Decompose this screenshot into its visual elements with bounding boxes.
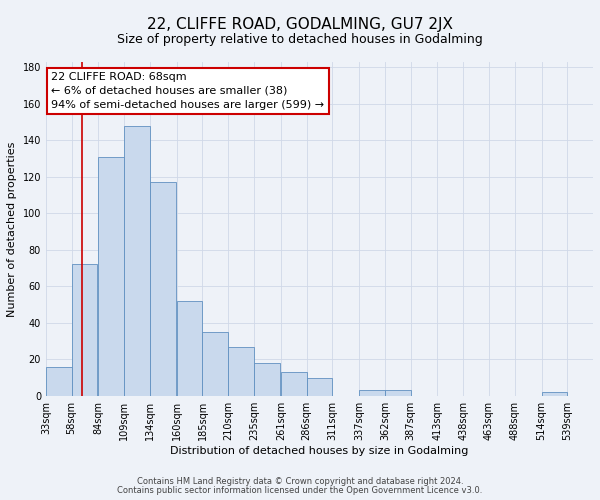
X-axis label: Distribution of detached houses by size in Godalming: Distribution of detached houses by size … [170, 446, 469, 456]
Bar [385, 390, 410, 396]
Bar [124, 126, 150, 396]
Bar [359, 390, 385, 396]
Bar [281, 372, 307, 396]
Bar [150, 182, 176, 396]
Bar [177, 301, 202, 396]
Text: Size of property relative to detached houses in Godalming: Size of property relative to detached ho… [117, 32, 483, 46]
Text: 22, CLIFFE ROAD, GODALMING, GU7 2JX: 22, CLIFFE ROAD, GODALMING, GU7 2JX [147, 18, 453, 32]
Bar [46, 366, 71, 396]
Text: Contains HM Land Registry data © Crown copyright and database right 2024.: Contains HM Land Registry data © Crown c… [137, 477, 463, 486]
Bar [71, 264, 97, 396]
Y-axis label: Number of detached properties: Number of detached properties [7, 141, 17, 316]
Bar [307, 378, 332, 396]
Bar [542, 392, 567, 396]
Text: Contains public sector information licensed under the Open Government Licence v3: Contains public sector information licen… [118, 486, 482, 495]
Bar [254, 363, 280, 396]
Bar [228, 346, 254, 396]
Bar [202, 332, 228, 396]
Text: 22 CLIFFE ROAD: 68sqm
← 6% of detached houses are smaller (38)
94% of semi-detac: 22 CLIFFE ROAD: 68sqm ← 6% of detached h… [52, 72, 325, 110]
Bar [98, 157, 124, 396]
